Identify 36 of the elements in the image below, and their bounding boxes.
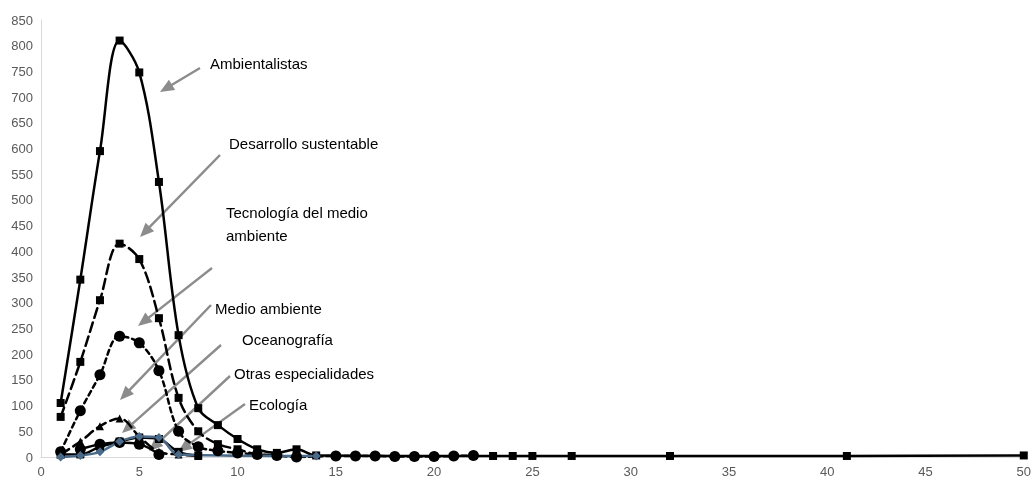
y-tick-label: 550: [11, 166, 33, 182]
y-tick-label: 700: [11, 89, 33, 105]
annotation: Otras especialidades: [234, 365, 375, 382]
y-tick-label: 300: [11, 295, 33, 311]
annotation: Oceanografía: [242, 331, 334, 348]
x-tick-label: 20: [426, 464, 442, 479]
x-tick-label: 10: [230, 464, 245, 479]
annotation: Tecnología del medio ambiente: [226, 204, 368, 244]
annotation: Medio ambiente: [215, 300, 322, 317]
y-tick-label: 650: [11, 115, 33, 131]
y-tick-label: 100: [11, 398, 33, 414]
x-tick-label: 50: [1016, 464, 1031, 479]
x-tick-label: 5: [135, 464, 143, 479]
y-tick-label: 800: [11, 38, 33, 54]
y-tick-label: 600: [11, 141, 33, 157]
annotation: Ecología: [249, 396, 309, 413]
x-tick-label: 25: [525, 464, 540, 479]
y-tick-label: 850: [11, 12, 33, 28]
y-tick-label: 150: [11, 372, 33, 388]
y-tick-label: 50: [18, 423, 33, 439]
x-tick-label: 35: [721, 464, 737, 479]
y-tick-label: 350: [11, 269, 33, 285]
y-tick-label: 250: [11, 320, 33, 336]
y-tick-label: 200: [11, 346, 33, 362]
x-tick-label: 15: [328, 464, 344, 479]
y-tick-label: 400: [11, 243, 33, 259]
x-tick-label: 45: [918, 464, 933, 479]
y-tick-label: 0: [25, 449, 33, 465]
annotation: Desarrollo sustentable: [229, 135, 379, 152]
x-tick-label: 30: [623, 464, 638, 479]
y-tick-label: 450: [11, 218, 33, 234]
x-tick-label: 0: [37, 464, 45, 479]
annotation: Ambientalistas: [210, 55, 308, 72]
y-tick-label: 500: [11, 192, 33, 208]
x-tick-label: 40: [819, 464, 835, 479]
y-tick-label: 750: [11, 63, 33, 79]
